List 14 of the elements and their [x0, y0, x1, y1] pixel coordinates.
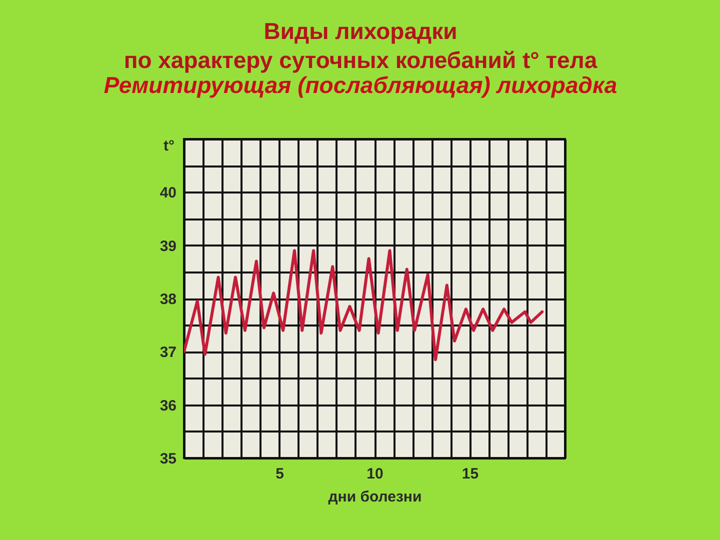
y-tick-label: 38: [160, 291, 176, 308]
y-tick-label: 35: [160, 450, 176, 468]
y-tick-label: 36: [160, 397, 176, 414]
y-tick-label: 37: [160, 344, 176, 362]
x-tick-label: 10: [366, 466, 384, 482]
chart-title: Виды лихорадки по характеру суточных колебаний t° тела: [124, 18, 598, 73]
y-tick-label: 40: [160, 184, 176, 202]
x-axis-title: дни болезни: [328, 488, 422, 506]
line-series: [184, 249, 544, 362]
y-axis-title: t°: [164, 138, 174, 154]
x-tick-label: 15: [462, 466, 479, 482]
y-tick-label: 39: [160, 238, 176, 255]
x-tick-label: 5: [276, 466, 284, 482]
chart-subtitle: Ремитирующая (послабляющая) лихорадка: [104, 72, 618, 98]
